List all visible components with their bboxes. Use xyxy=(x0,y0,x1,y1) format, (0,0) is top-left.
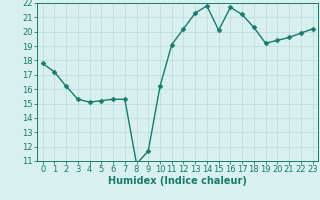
X-axis label: Humidex (Indice chaleur): Humidex (Indice chaleur) xyxy=(108,176,247,186)
